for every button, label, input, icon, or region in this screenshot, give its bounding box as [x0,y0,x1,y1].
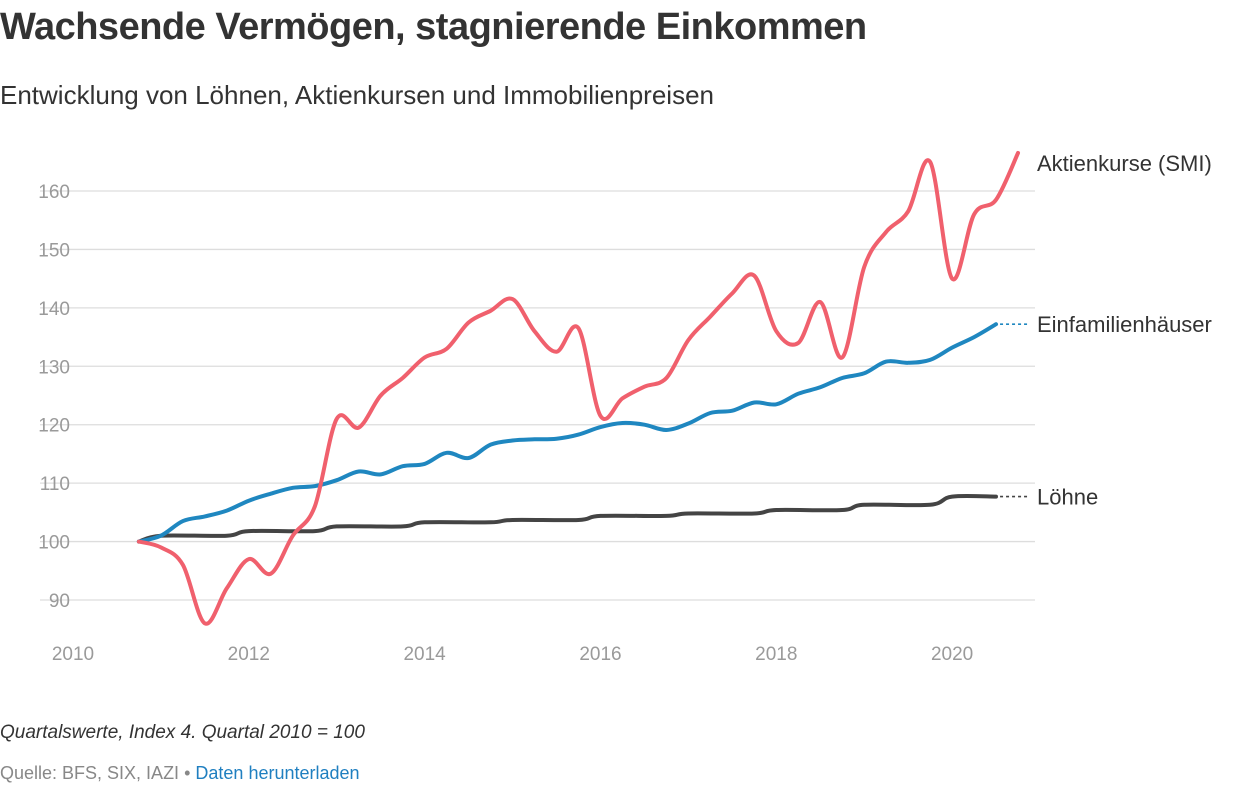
x-tick-2016: 2016 [579,644,621,665]
series-line-haeuser [136,322,998,544]
x-tick-2014: 2014 [403,644,446,665]
series-label-haeuser: Einfamilienhäuser [1037,312,1212,337]
chart-note: Quartalswerte, Index 4. Quartal 2010 = 1… [0,722,365,743]
y-tick-90: 90 [49,591,70,612]
series-label-loehne: Löhne [1037,485,1098,510]
y-tick-140: 140 [38,299,70,320]
series-line-loehne [136,493,998,544]
y-tick-160: 160 [38,182,70,203]
x-tick-2018: 2018 [755,644,797,665]
x-tick-2012: 2012 [228,644,270,665]
series-lines [136,151,1029,626]
y-tick-100: 100 [38,533,70,554]
series-line-aktien [136,151,1020,626]
download-data-link[interactable]: Daten herunterladen [195,763,360,783]
series-labels: Löhne Einfamilienhäuser Aktienkurse (SMI) [1037,151,1212,510]
y-tick-110: 110 [40,474,70,495]
series-label-aktien: Aktienkurse (SMI) [1037,151,1212,176]
y-tick-130: 130 [38,357,70,378]
line-chart: 90 100 110 120 130 140 150 160 2010 2012 2014 2016… [38,151,1212,665]
source-separator: • [184,763,191,783]
y-tick-120: 120 [38,416,70,437]
x-tick-2020: 2020 [931,644,973,665]
y-tick-150: 150 [38,240,70,261]
gridlines [40,190,1035,601]
x-axis-ticks: 2010 2012 2014 2016 2018 2020 [52,644,973,665]
chart-subtitle: Entwicklung von Löhnen, Aktienkursen und… [0,80,714,110]
x-tick-2010: 2010 [52,644,94,665]
chart-title: Wachsende Vermögen, stagnierende Einkomm… [0,6,867,48]
y-axis-ticks: 90 100 110 120 130 140 150 160 [38,182,70,612]
source-text: Quelle: BFS, SIX, IAZI [0,763,180,783]
source-line: Quelle: BFS, SIX, IAZI • Daten herunterl… [0,763,360,784]
